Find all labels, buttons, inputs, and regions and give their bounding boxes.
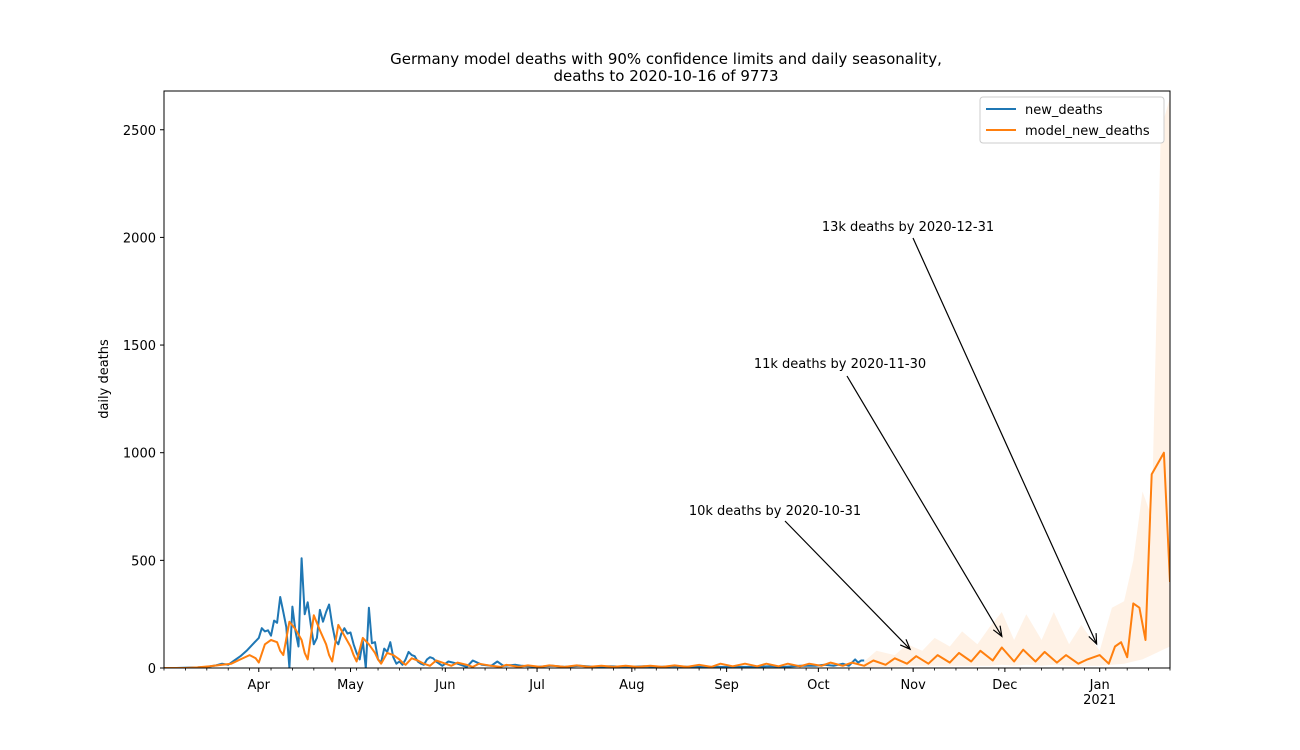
chart-title-line1: Germany model deaths with 90% confidence… <box>390 50 942 68</box>
y-tick-label: 2000 <box>123 231 156 246</box>
x-tick-sublabel: 2021 <box>1083 693 1116 708</box>
annotation-label: 13k deaths by 2020-12-31 <box>822 220 994 235</box>
x-tick-label: Oct <box>807 678 829 693</box>
plot-area <box>163 90 1171 669</box>
annotation-arrow-head <box>1088 633 1098 646</box>
x-tick-label: Dec <box>992 678 1017 693</box>
confidence-band-layer <box>864 97 1170 668</box>
series-line-new-deaths <box>164 557 865 668</box>
x-tick-label: Nov <box>900 678 926 693</box>
y-tick-label: 1000 <box>123 447 156 462</box>
x-tick-label: Jun <box>434 678 455 693</box>
legend: new_deaths model_new_deaths <box>979 96 1165 144</box>
series-line-model-new-deaths <box>164 451 1170 668</box>
annotation-arrow-line <box>912 237 1098 645</box>
annotation-arrow-head <box>992 625 1003 638</box>
y-tick-label: 1500 <box>123 339 156 354</box>
x-tick-label: Jan <box>1089 678 1110 693</box>
annotation-label: 11k deaths by 2020-11-30 <box>754 357 926 372</box>
y-tick-label: 2500 <box>123 124 156 139</box>
confidence-band-area <box>864 97 1170 668</box>
x-tick-label: May <box>337 678 364 693</box>
series-layer <box>164 451 1170 668</box>
y-axis-label: daily deaths <box>97 339 112 419</box>
annotation-arrow-head <box>899 639 912 651</box>
annotation-layer: 10k deaths by 2020-10-31 11k deaths by 20… <box>689 220 1098 651</box>
x-tick-label: Apr <box>248 678 271 693</box>
y-tick-label: 500 <box>131 554 156 569</box>
chart-title-line2: deaths to 2020-10-16 of 9773 <box>553 67 778 85</box>
axis-layer: 0 500 1000 1500 2000 2500 Apr May Jun Jul Aug Sep Oc… <box>123 124 1171 708</box>
x-tick-label: Aug <box>619 678 644 693</box>
annotation-label: 10k deaths by 2020-10-31 <box>689 504 861 519</box>
annotation-arrow-line <box>784 520 911 650</box>
x-tick-label: Sep <box>714 678 739 693</box>
y-tick-label: 0 <box>148 662 156 677</box>
annotation-arrow-line <box>846 375 1003 637</box>
legend-label-model-new-deaths: model_new_deaths <box>1025 124 1150 139</box>
legend-label-new-deaths: new_deaths <box>1025 103 1103 118</box>
legend-box <box>979 96 1165 144</box>
x-tick-label: Jul <box>528 678 545 693</box>
